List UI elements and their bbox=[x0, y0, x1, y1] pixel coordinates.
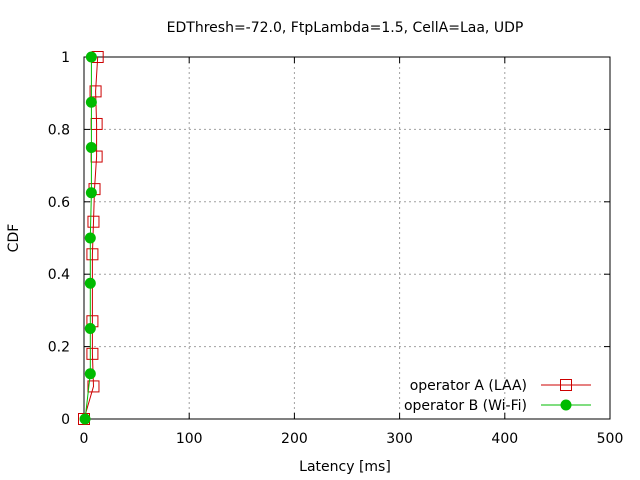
data-point bbox=[85, 187, 97, 199]
axis-ticks: 0 100 200 300 400 500 0 0.2 0.4 0.6 0.8 1 bbox=[48, 50, 624, 447]
legend-label: operator A (LAA) bbox=[410, 378, 527, 394]
x-axis-label: Latency [ms] bbox=[299, 459, 391, 475]
y-axis-label: CDF bbox=[6, 224, 22, 253]
grid bbox=[84, 57, 610, 419]
data-point bbox=[85, 142, 97, 153]
data-point bbox=[85, 51, 97, 63]
data-point bbox=[89, 85, 102, 98]
y-tick-label: 0.8 bbox=[48, 122, 70, 138]
data-point bbox=[79, 413, 91, 425]
y-tick-label: 0.6 bbox=[48, 195, 70, 211]
data-point bbox=[84, 368, 96, 380]
data-point bbox=[84, 323, 96, 334]
x-tick-label: 300 bbox=[386, 431, 413, 447]
series-2 bbox=[79, 51, 97, 425]
data-point bbox=[87, 215, 100, 228]
x-tick-label: 0 bbox=[80, 431, 89, 447]
data-point bbox=[84, 232, 96, 244]
legend: operator A (LAA) operator B (Wi-Fi) bbox=[404, 378, 591, 414]
x-tick-label: 100 bbox=[176, 431, 203, 447]
y-tick-label: 0.4 bbox=[48, 267, 70, 283]
x-tick-label: 400 bbox=[491, 431, 518, 447]
data-point bbox=[87, 380, 100, 393]
series bbox=[78, 51, 104, 425]
x-tick-label: 500 bbox=[597, 431, 624, 447]
series-line bbox=[83, 56, 99, 420]
chart-title: EDThresh=-72.0, FtpLambda=1.5, CellA=Laa… bbox=[167, 20, 524, 36]
plot-frame bbox=[83, 56, 611, 420]
x-tick-label: 200 bbox=[281, 431, 308, 447]
series-1 bbox=[78, 51, 104, 425]
y-tick-label: 0 bbox=[61, 412, 70, 428]
data-point bbox=[86, 347, 99, 360]
y-tick-label: 1 bbox=[61, 50, 70, 66]
legend-marker bbox=[560, 379, 572, 391]
legend-marker bbox=[560, 399, 572, 411]
data-point bbox=[85, 96, 97, 108]
legend-label: operator B (Wi-Fi) bbox=[404, 398, 527, 414]
data-point bbox=[84, 277, 96, 289]
data-point bbox=[86, 248, 99, 261]
y-tick-label: 0.2 bbox=[48, 340, 70, 356]
